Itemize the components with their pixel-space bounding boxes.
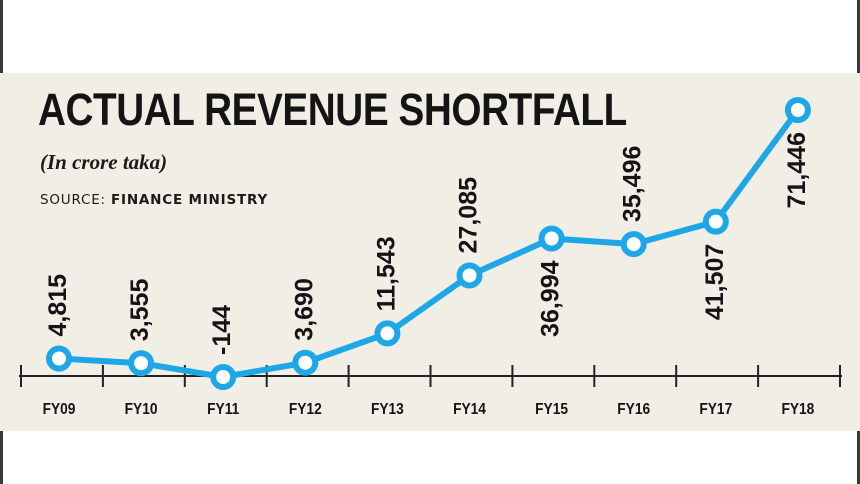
x-tick-label: FY09: [43, 400, 76, 418]
data-point: [46, 345, 72, 372]
data-point: [620, 231, 647, 258]
right-border-bottom: [857, 431, 860, 484]
chart-source: SOURCE: FINANCE MINISTRY: [40, 192, 268, 208]
left-border-bottom: [0, 431, 3, 484]
right-border-top: [857, 0, 860, 73]
data-label: 3,690: [290, 278, 318, 341]
data-point: [210, 364, 237, 390]
data-point: [538, 225, 565, 252]
data-point: [128, 350, 155, 377]
x-tick-label: FY16: [617, 400, 650, 418]
x-tick-label: FY12: [289, 400, 322, 418]
x-tick-label: FY13: [371, 400, 404, 418]
source-label: SOURCE:: [40, 192, 106, 208]
data-label: 41,507: [701, 244, 729, 320]
left-border-top: [0, 0, 3, 73]
data-point: [702, 208, 729, 235]
x-tick-label: FY15: [535, 400, 568, 418]
data-label: 4,815: [44, 274, 72, 337]
data-point: [456, 262, 483, 289]
x-tick-label: FY10: [125, 400, 158, 418]
data-label: -144: [208, 305, 236, 355]
data-label: 27,085: [455, 177, 483, 254]
data-point: [374, 320, 401, 347]
x-tick-label: FY18: [781, 400, 814, 418]
data-point: [784, 97, 811, 123]
x-tick-label: FY17: [699, 400, 732, 418]
data-label: 35,496: [619, 146, 647, 222]
bottom-margin: [0, 431, 860, 484]
source-value: FINANCE MINISTRY: [110, 192, 269, 208]
series-line: [58, 108, 801, 380]
data-label: 3,555: [126, 279, 154, 342]
chart-title: ACTUAL REVENUE SHORTFALL: [38, 84, 627, 135]
data-point: [292, 349, 319, 376]
data-label: 36,994: [537, 260, 565, 337]
x-tick-label: FY11: [207, 400, 239, 418]
data-label: 71,446: [783, 132, 811, 208]
x-tick-label: FY14: [453, 400, 487, 418]
chart-subtitle: (In crore taka): [40, 150, 168, 174]
data-label: 11,543: [372, 236, 400, 311]
top-margin: [0, 0, 860, 73]
